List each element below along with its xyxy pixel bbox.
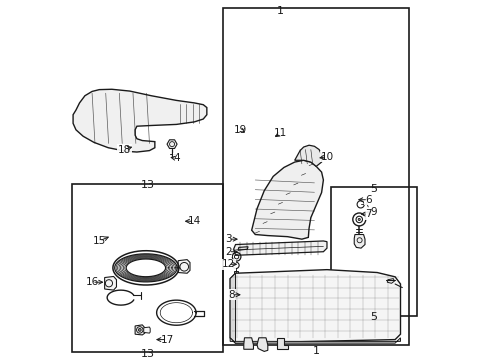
Bar: [330, 187, 416, 316]
Text: 8: 8: [228, 290, 235, 300]
Text: 10: 10: [320, 152, 333, 162]
Polygon shape: [276, 338, 287, 348]
Text: 5: 5: [369, 184, 376, 194]
Polygon shape: [244, 338, 253, 349]
Polygon shape: [104, 276, 116, 290]
Text: 5: 5: [369, 312, 376, 321]
Polygon shape: [143, 327, 150, 333]
Text: 13: 13: [141, 180, 154, 190]
Polygon shape: [353, 234, 364, 248]
Text: 12: 12: [221, 259, 235, 269]
Polygon shape: [73, 89, 206, 152]
Circle shape: [138, 328, 141, 331]
Text: 17: 17: [161, 334, 174, 345]
Polygon shape: [135, 325, 144, 335]
Polygon shape: [230, 270, 400, 343]
Text: 15: 15: [92, 236, 106, 246]
Polygon shape: [257, 338, 267, 351]
Text: 1: 1: [276, 6, 283, 16]
Text: 7: 7: [364, 209, 371, 219]
Polygon shape: [233, 271, 238, 274]
Polygon shape: [178, 260, 190, 273]
Text: 3: 3: [224, 234, 231, 244]
Text: 9: 9: [369, 207, 376, 217]
Text: 4: 4: [173, 153, 179, 163]
Text: 14: 14: [187, 216, 201, 226]
Text: 13: 13: [141, 348, 154, 359]
Polygon shape: [233, 241, 326, 255]
Circle shape: [357, 219, 360, 221]
Text: 16: 16: [85, 277, 99, 287]
Polygon shape: [167, 140, 177, 148]
Polygon shape: [294, 145, 321, 166]
Text: 1: 1: [312, 346, 319, 356]
Bar: [72, 184, 223, 352]
Polygon shape: [238, 247, 247, 250]
Polygon shape: [251, 160, 323, 239]
Text: 18: 18: [118, 144, 131, 154]
Text: 2: 2: [224, 247, 231, 257]
Bar: [223, 8, 408, 345]
Text: 11: 11: [273, 129, 286, 138]
Polygon shape: [386, 279, 394, 283]
Polygon shape: [230, 273, 235, 343]
Text: 19: 19: [234, 125, 247, 135]
Text: 6: 6: [364, 195, 371, 205]
Polygon shape: [230, 338, 400, 343]
